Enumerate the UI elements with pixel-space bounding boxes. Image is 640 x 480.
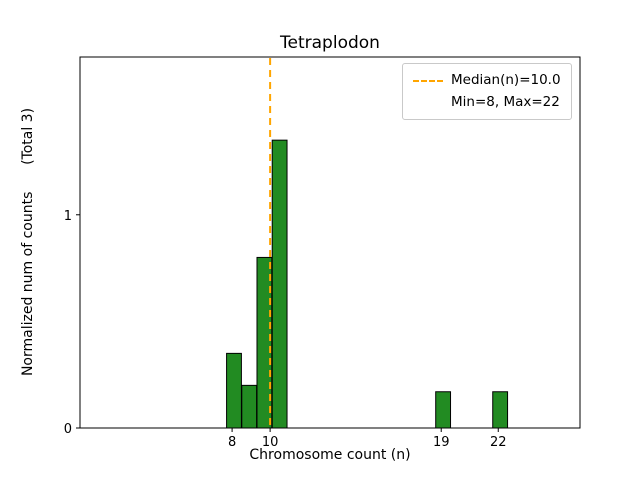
legend-label-median: Median(n)=10.0 bbox=[451, 72, 561, 88]
legend-label-minmax: Min=8, Max=22 bbox=[451, 93, 560, 110]
x-tick-label: 10 bbox=[262, 435, 279, 450]
legend-row-minmax: Min=8, Max=22 bbox=[451, 92, 561, 114]
histogram-bar bbox=[271, 139, 288, 429]
axes-box bbox=[79, 56, 581, 429]
legend-row-median: Median(n)=10.0 bbox=[413, 70, 561, 92]
x-axis-label: Chromosome count (n) bbox=[249, 447, 411, 463]
histogram-bar bbox=[226, 352, 242, 429]
histogram-bar bbox=[435, 391, 452, 429]
histogram-bar bbox=[256, 256, 273, 429]
chart-title: Tetraplodon bbox=[280, 33, 380, 53]
histogram-bar bbox=[241, 384, 258, 429]
y-tick-label: 1 bbox=[64, 209, 72, 224]
histogram-bar bbox=[492, 391, 509, 429]
median-line-sample-icon bbox=[413, 79, 443, 82]
legend: Median(n)=10.0 Min=8, Max=22 bbox=[402, 63, 572, 121]
x-tick-label: 19 bbox=[433, 435, 450, 450]
x-tick-label: 8 bbox=[228, 435, 236, 450]
x-tick-label: 22 bbox=[490, 435, 507, 450]
y-tick-label: 0 bbox=[64, 422, 72, 437]
